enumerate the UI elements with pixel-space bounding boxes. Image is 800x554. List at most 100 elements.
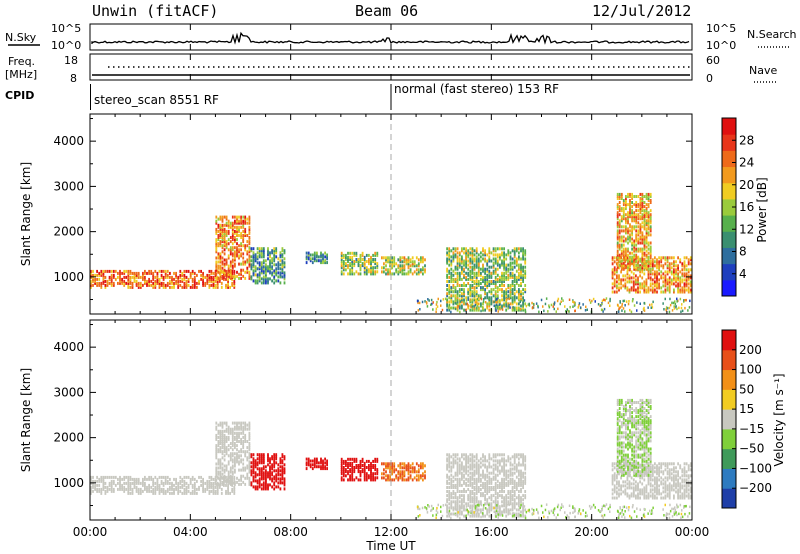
power-echo-cell	[496, 273, 499, 277]
power-echo-cell	[673, 272, 675, 276]
power-echo-cell	[520, 284, 522, 287]
power-echo-cell	[625, 201, 627, 204]
velocity-echo-cell	[258, 457, 261, 461]
velocity-echo-cell	[509, 508, 512, 512]
power-echo-cell	[273, 269, 276, 273]
power-echo-cell	[486, 292, 489, 296]
power-echo-cell	[621, 305, 623, 308]
velocity-echo-cell	[465, 483, 467, 487]
power-echo-cell	[469, 265, 472, 269]
velocity-echo-cell	[112, 481, 115, 485]
velocity-echo-cell	[277, 481, 280, 485]
velocity-echo-cell	[522, 479, 524, 483]
power-echo-cell	[654, 272, 656, 276]
velocity-echo-cell	[169, 491, 171, 495]
velocity-echo-cell	[234, 464, 236, 468]
velocity-echo-cell	[488, 475, 491, 479]
power-echo-cell	[407, 264, 410, 268]
velocity-echo-cell	[463, 481, 465, 485]
velocity-echo-cell	[515, 481, 518, 485]
power-echo-cell	[486, 263, 489, 267]
power-echo-cell	[635, 205, 638, 209]
velocity-echo-cell	[340, 466, 343, 469]
power-echo-cell	[647, 272, 650, 276]
power-echo-cell	[227, 270, 230, 274]
power-echo-cell	[613, 260, 616, 264]
power-echo-cell	[359, 253, 362, 257]
power-echo-cell	[471, 298, 474, 302]
power-echo-cell	[471, 292, 474, 296]
power-echo-cell	[215, 250, 218, 254]
power-echo-cell	[223, 234, 226, 237]
velocity-echo-cell	[448, 496, 451, 500]
velocity-echo-cell	[461, 510, 463, 514]
power-echo-cell	[620, 256, 622, 260]
power-echo-cell	[260, 263, 263, 267]
velocity-echo-cell	[458, 479, 461, 483]
velocity-echo-cell	[407, 466, 410, 470]
velocity-echo-cell	[505, 469, 508, 473]
velocity-echo-cell	[522, 475, 524, 479]
power-echo-cell	[307, 257, 310, 261]
power-echo-cell	[649, 270, 652, 274]
velocity-echo-cell	[238, 425, 240, 429]
velocity-echo-cell	[349, 457, 351, 461]
velocity-echo-cell	[142, 479, 144, 483]
velocity-echo-cell	[162, 487, 165, 491]
power-echo-cell	[513, 292, 516, 296]
velocity-echo-cell	[265, 479, 267, 483]
velocity-echo-cell	[202, 479, 204, 483]
velocity-echo-cell	[219, 437, 222, 441]
velocity-echo-cell	[413, 476, 416, 480]
velocity-echo-cell	[372, 466, 374, 469]
power-echo-cell	[244, 219, 247, 223]
power-echo-cell	[675, 268, 677, 272]
velocity-echo-cell	[505, 510, 508, 514]
velocity-echo-cell	[273, 469, 276, 473]
power-echo-cell	[450, 280, 453, 283]
power-echo-cell	[524, 308, 527, 312]
power-echo-cell	[673, 305, 675, 308]
power-echo-cell	[474, 303, 477, 307]
velocity-echo-cell	[407, 478, 410, 482]
power-echo-cell	[522, 304, 524, 308]
velocity-echo-cell	[283, 471, 286, 475]
power-echo-cell	[349, 264, 351, 268]
power-echo-cell	[625, 219, 627, 223]
velocity-echo-cell	[160, 475, 163, 479]
power-echo-cell	[133, 277, 136, 281]
velocity-echo-cell	[340, 464, 343, 467]
velocity-echo-cell	[215, 478, 218, 482]
colorbar-swatch	[722, 182, 736, 200]
power-echo-cell	[654, 264, 656, 268]
power-echo-cell	[689, 280, 692, 284]
velocity-echo-cell	[370, 478, 372, 482]
velocity-echo-cell	[244, 476, 247, 480]
power-echo-cell	[654, 282, 656, 286]
power-echo-cell	[507, 296, 510, 300]
power-echo-cell	[681, 274, 684, 278]
velocity-echo-cell	[129, 491, 132, 495]
power-echo-cell	[528, 304, 531, 307]
power-echo-cell	[258, 279, 261, 283]
power-echo-cell	[129, 275, 132, 279]
power-echo-cell	[127, 281, 130, 285]
velocity-echo-cell	[389, 478, 391, 482]
velocity-echo-cell	[193, 483, 196, 487]
velocity-echo-cell	[234, 456, 236, 460]
power-echo-cell	[477, 267, 480, 271]
power-echo-cell	[461, 269, 463, 273]
power-echo-cell	[454, 301, 457, 305]
velocity-echo-cell	[452, 506, 455, 510]
velocity-echo-cell	[220, 487, 223, 491]
power-echo-cell	[494, 280, 497, 283]
power-echo-cell	[631, 192, 633, 196]
velocity-echo-cell	[240, 458, 242, 462]
velocity-echo-cell	[189, 491, 192, 495]
power-echo-cell	[417, 262, 420, 266]
power-echo-cell	[494, 284, 497, 287]
power-echo-cell	[238, 227, 240, 231]
power-echo-cell	[488, 284, 491, 287]
velocity-echo-cell	[473, 481, 476, 485]
power-echo-cell	[616, 243, 619, 247]
